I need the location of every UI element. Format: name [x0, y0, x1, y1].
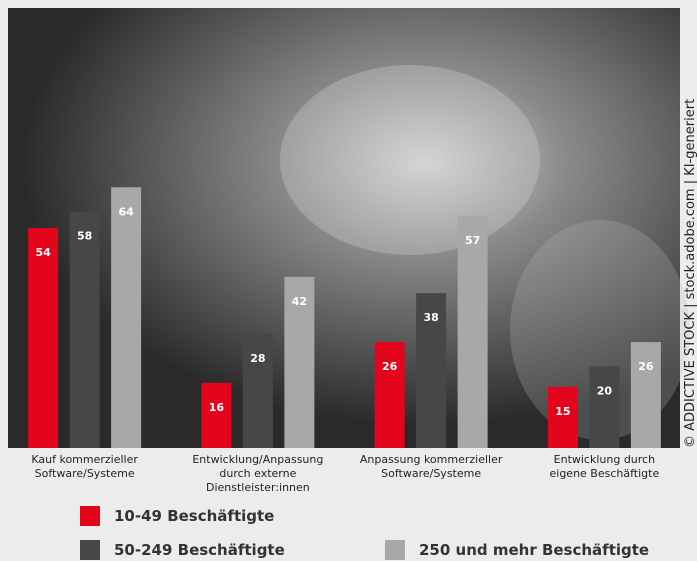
bar: [242, 333, 273, 448]
bar: [111, 187, 142, 448]
value-label: 57: [465, 234, 480, 247]
value-label: 38: [423, 311, 438, 324]
bar: [416, 293, 447, 448]
legend-swatch: [80, 540, 100, 560]
value-label: 16: [209, 401, 225, 414]
bar: [547, 386, 578, 448]
value-label: 26: [638, 360, 654, 373]
bar: [284, 276, 315, 448]
value-label: 15: [555, 405, 570, 418]
legend-item: 10-49 Beschäftigte: [80, 506, 274, 526]
legend-swatch: [385, 540, 405, 560]
value-label: 58: [77, 230, 92, 243]
bar: [374, 342, 405, 448]
bar: [457, 215, 488, 448]
legend-swatch: [80, 506, 100, 526]
bar: [69, 211, 100, 448]
bar: [28, 228, 59, 448]
x-tick-label: Entwicklung/Anpassung durch externe Dien…: [192, 453, 324, 494]
legend-label: 10-49 Beschäftigte: [114, 507, 275, 525]
value-label: 42: [292, 295, 307, 308]
value-label: 20: [597, 385, 613, 398]
legend-item: 250 und mehr Beschäftigte: [385, 540, 649, 560]
value-label: 54: [35, 246, 51, 259]
credit: © ADDICTIVE STOCK | stock.adobe.com | KI…: [683, 98, 697, 448]
bar: [630, 342, 661, 448]
x-tick-label: Anpassung kommerzieller Software/Systeme: [359, 453, 503, 480]
brain-shape: [280, 65, 540, 255]
value-label: 64: [118, 205, 134, 218]
legend-label: 250 und mehr Beschäftigte: [419, 541, 650, 559]
bar: [589, 366, 620, 448]
value-label: 28: [250, 352, 265, 365]
legend-item: 50-249 Beschäftigte: [80, 540, 285, 560]
x-tick-label: Kauf kommerzieller Software/Systeme: [31, 453, 138, 480]
x-tick-label: Entwicklung durch eigene Beschäftigte: [549, 453, 660, 480]
value-label: 26: [382, 360, 398, 373]
bar: [201, 382, 232, 448]
legend-label: 50-249 Beschäftigte: [114, 541, 285, 559]
